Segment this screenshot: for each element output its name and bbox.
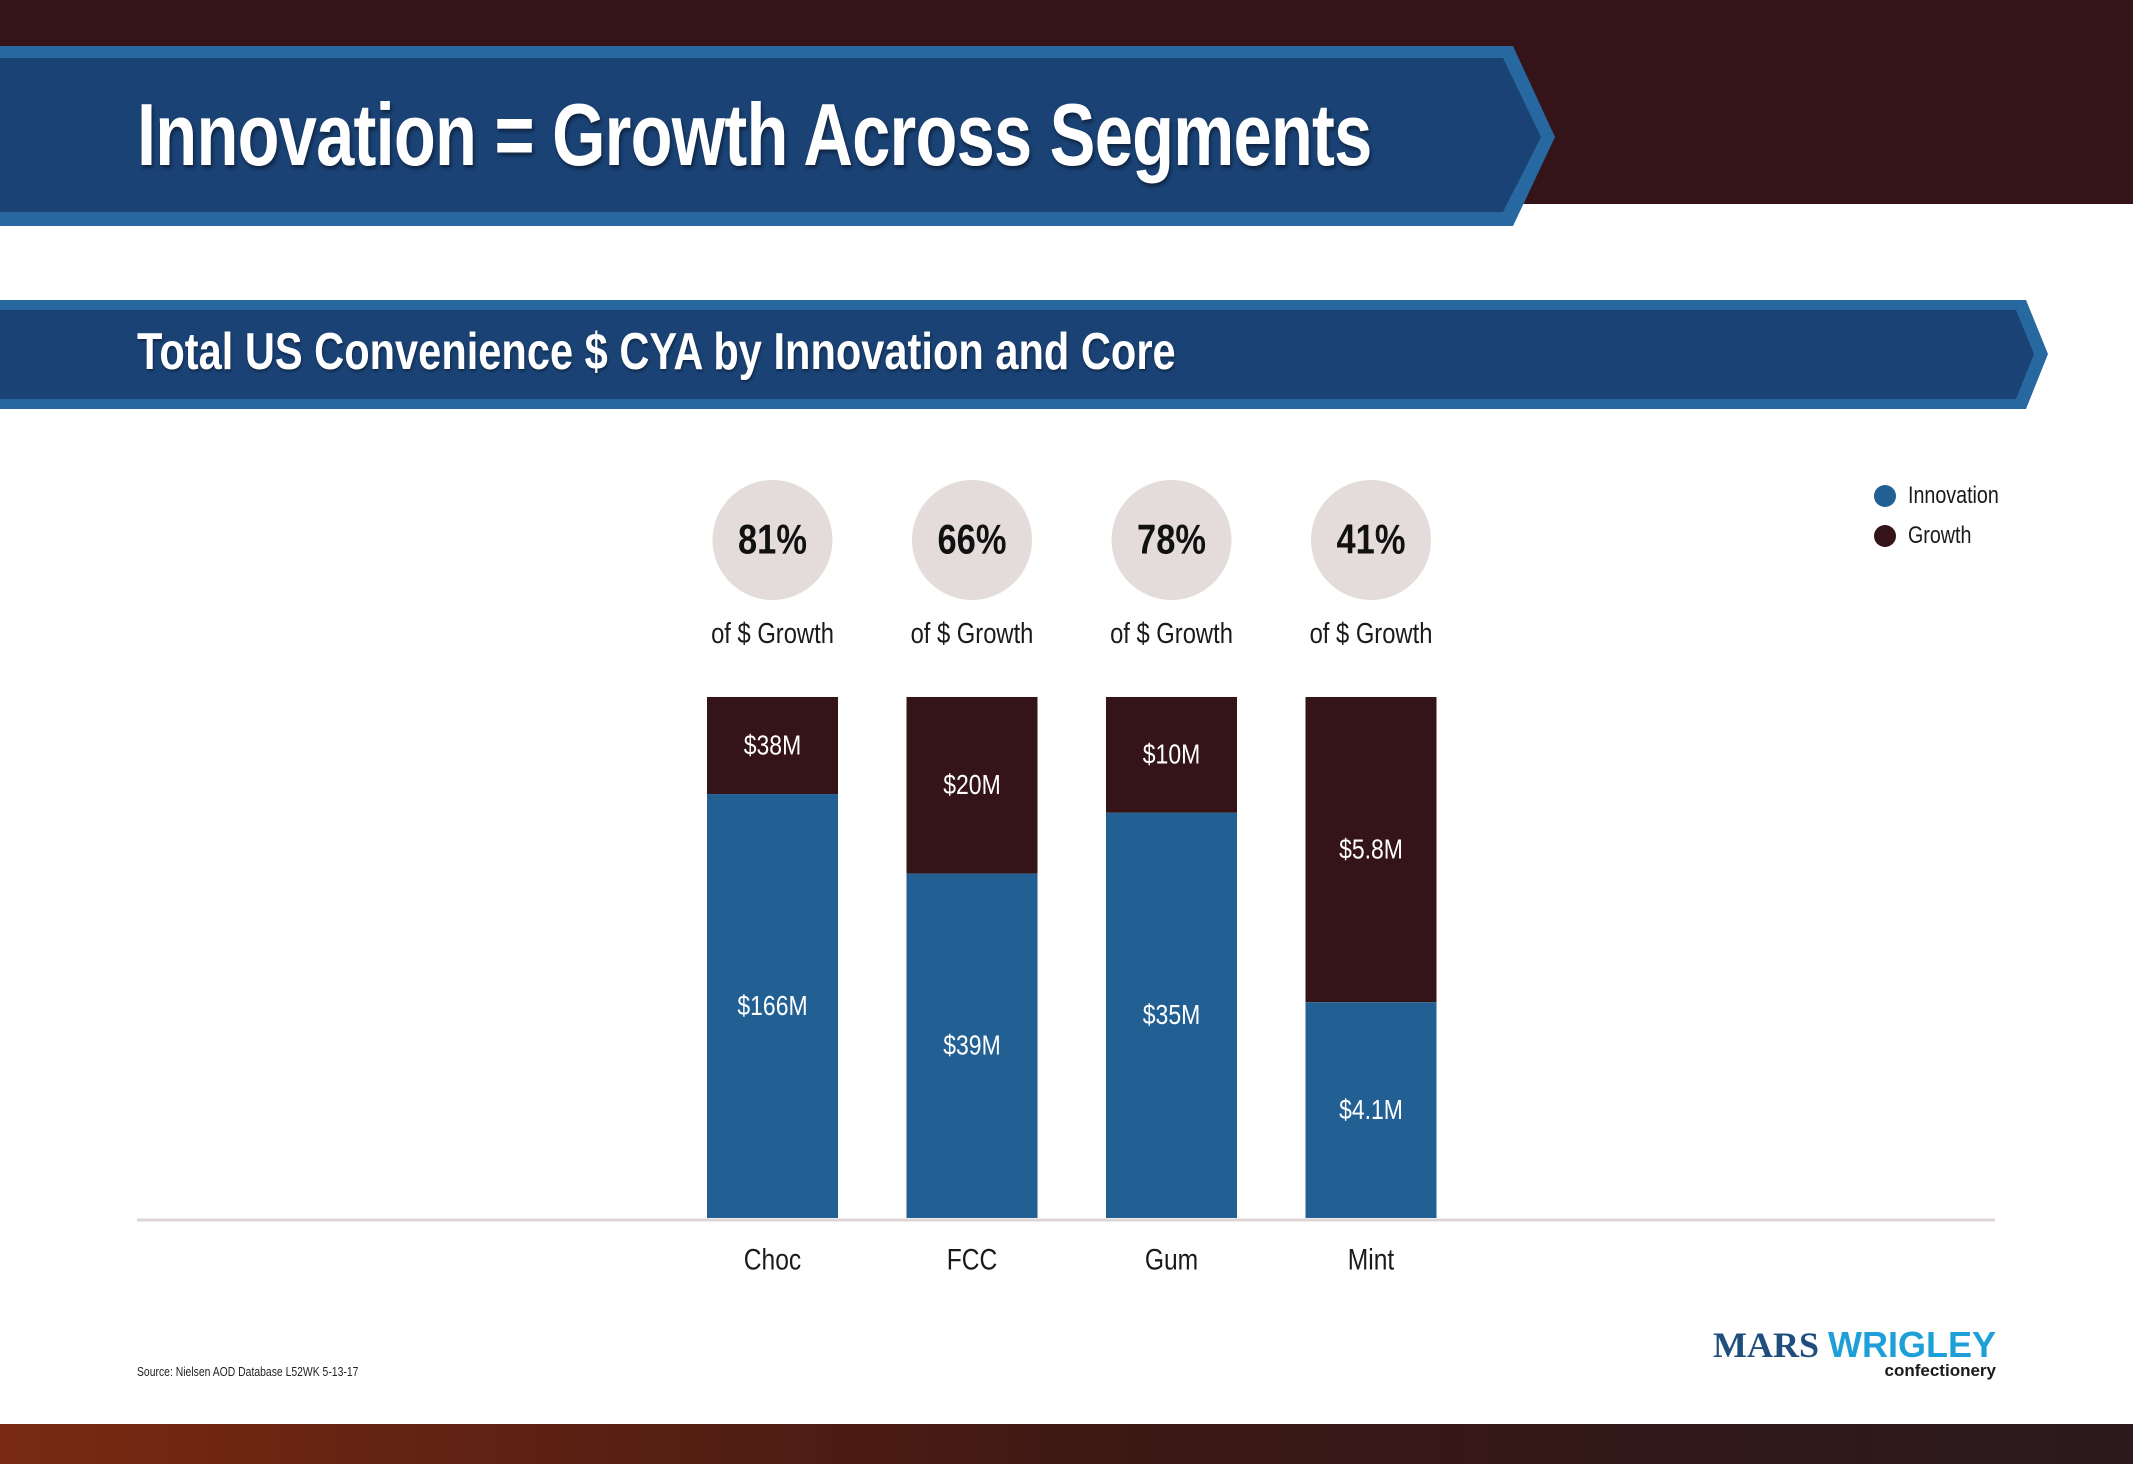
legend-label-innovation: Innovation: [1908, 482, 1999, 509]
logo-mars-text: MARS: [1713, 1325, 1819, 1365]
growth-share-value-mint: 41%: [1337, 516, 1406, 563]
data-label-innovation-gum: $35M: [1143, 1000, 1200, 1031]
growth-share-value-fcc: 66%: [938, 516, 1007, 563]
growth-share-caption-gum: of $ Growth: [1110, 617, 1233, 650]
legend-item-growth: Growth: [1874, 516, 2019, 556]
stacked-bar-chart: $38M $166M 81% of $ Growth Choc $20M $39M 66% of…: [137, 480, 1995, 1276]
growth-share-caption-mint: of $ Growth: [1310, 617, 1433, 650]
growth-share-circle-gum: [1111, 480, 1232, 600]
data-label-growth-fcc: $20M: [943, 770, 1000, 801]
bar-innovation-choc: [707, 794, 838, 1218]
bar-growth-gum: [1106, 697, 1237, 813]
page-title: Innovation = Growth Across Segments: [137, 85, 1372, 184]
bar-growth-mint: [1305, 697, 1437, 1003]
subtitle-banner-inner: [0, 310, 2034, 399]
title-banner-inner: [0, 58, 1541, 212]
chart-subtitle: Total US Convenience $ CYA by Innovation…: [137, 323, 1176, 381]
data-label-growth-choc: $38M: [744, 730, 801, 761]
legend-item-innovation: Innovation: [1874, 476, 2019, 516]
growth-share-caption-fcc: of $ Growth: [911, 617, 1034, 650]
x-tick-label-gum: Gum: [1145, 1242, 1198, 1276]
x-tick-label-fcc: FCC: [947, 1242, 998, 1276]
legend-dot-innovation: [1874, 485, 1896, 507]
legend-label-growth: Growth: [1908, 522, 1972, 549]
bottom-gradient-band: [0, 1424, 2133, 1464]
bar-innovation-mint: [1305, 1002, 1437, 1218]
data-label-growth-mint: $5.8M: [1339, 834, 1403, 865]
growth-share-value-gum: 78%: [1137, 516, 1206, 563]
x-tick-label-choc: Choc: [744, 1242, 801, 1276]
source-note: Source: Nielsen AOD Database L52WK 5-13-…: [137, 1364, 359, 1379]
data-label-innovation-mint: $4.1M: [1339, 1095, 1403, 1126]
growth-share-circle-fcc: [912, 480, 1032, 600]
legend-dot-growth: [1874, 525, 1896, 547]
growth-share-value-choc: 81%: [738, 516, 807, 563]
bar-growth-fcc: [906, 697, 1038, 874]
chart-legend: Innovation Growth: [1874, 476, 2019, 556]
logo-wrigley-text: WRIGLEY: [1828, 1324, 1996, 1365]
title-banners: [0, 46, 2048, 409]
bar-innovation-gum: [1106, 812, 1237, 1218]
bar-innovation-fcc: [906, 873, 1038, 1218]
logo-tagline: confectionery: [1884, 1361, 1996, 1380]
growth-share-circle-choc: [712, 480, 833, 600]
growth-share-circle-mint: [1311, 480, 1431, 600]
data-label-growth-gum: $10M: [1143, 740, 1200, 771]
x-tick-label-mint: Mint: [1348, 1242, 1395, 1276]
mars-wrigley-logo: MARS WRIGLEY confectionery: [1680, 1326, 1996, 1380]
growth-share-caption-choc: of $ Growth: [711, 617, 834, 650]
bar-growth-choc: [707, 697, 838, 795]
data-label-innovation-fcc: $39M: [943, 1030, 1000, 1061]
data-label-innovation-choc: $166M: [737, 991, 807, 1022]
